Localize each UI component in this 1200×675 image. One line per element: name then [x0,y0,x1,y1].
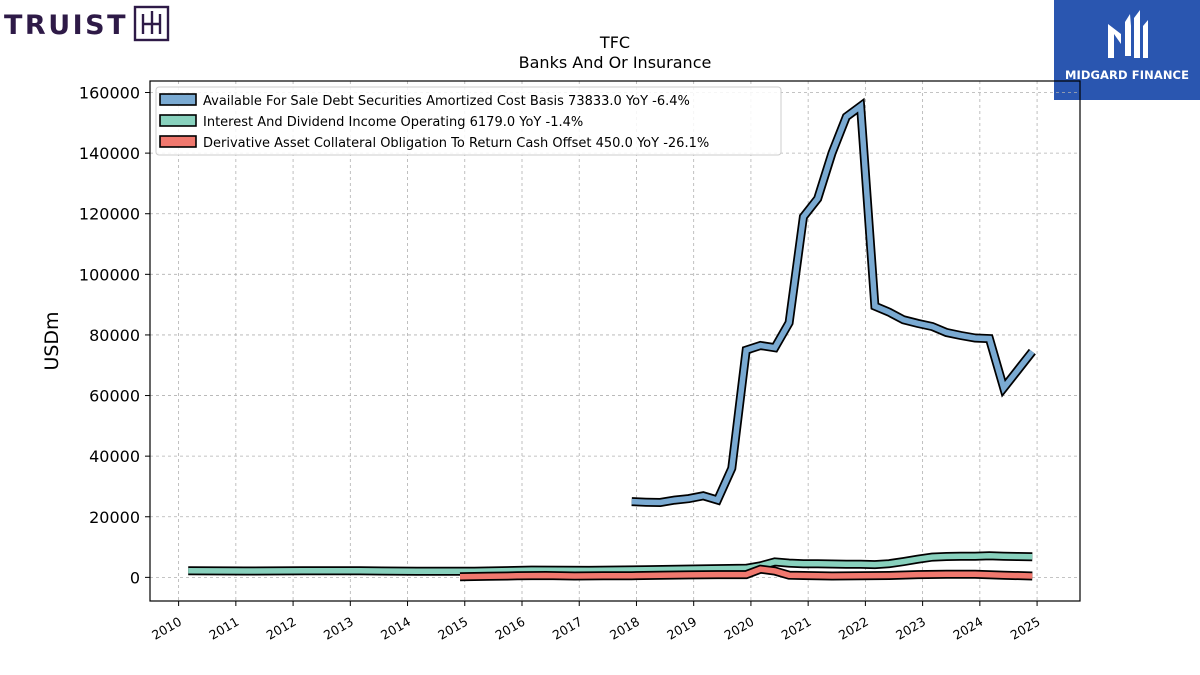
truist-h-icon [133,5,170,42]
x-tick-label: 2016 [493,614,528,643]
x-tick-label: 2019 [664,614,699,643]
series-line-0 [631,101,1035,506]
legend-swatch [159,135,197,148]
x-tick-label: 2014 [378,614,413,643]
x-tick-label: 2023 [893,614,928,643]
x-tick-label: 2017 [550,614,585,643]
y-tick-label: 60000 [89,387,140,406]
truist-logo-text: TRUIST [4,10,128,41]
chart-title: TFC [599,33,630,52]
x-tick-label: 2020 [721,614,756,643]
plot-frame [149,80,1081,602]
legend-label: Derivative Asset Collateral Obligation T… [203,136,709,151]
series-line-1 [188,553,1033,575]
series-line-2 [459,566,1033,580]
chart-grid [150,81,1080,601]
y-tick-label: 160000 [79,84,140,103]
x-tick-label: 2022 [836,614,871,643]
x-tick-label: 2018 [607,614,642,643]
legend: Available For Sale Debt Securities Amort… [155,86,782,156]
y-tick-label: 0 [130,568,140,587]
x-tick-label: 2010 [149,614,184,643]
legend-swatch [159,114,197,127]
y-axis-label: USDm [41,311,63,370]
x-tick-label: 2013 [321,614,356,643]
y-tick-label: 140000 [79,144,140,163]
midgard-logo-text: MIDGARD FINANCE [1064,68,1190,82]
y-tick-label: 20000 [89,508,140,527]
chart-subtitle: Banks And Or Insurance [519,53,712,72]
plot-area [188,97,1036,582]
y-tick-label: 80000 [89,326,140,345]
x-tick-label: 2012 [264,614,299,643]
x-tick-label: 2011 [206,614,241,643]
x-tick-label: 2021 [779,614,814,643]
x-tick-label: 2024 [950,614,985,643]
midgard-finance-logo: MIDGARD FINANCE [1054,0,1200,100]
y-tick-label: 100000 [79,265,140,284]
legend-label: Available For Sale Debt Securities Amort… [203,94,690,109]
midgard-m-icon [1108,10,1148,58]
x-tick-label: 2025 [1008,614,1043,643]
legend-swatch [159,93,197,106]
y-axis: 0 20000 40000 60000 80000 100000 120000 140000 1… [79,84,150,587]
series-outline-0 [631,97,1036,508]
legend-box [155,86,782,156]
truist-logo: TRUIST [4,5,170,42]
legend-label: Interest And Dividend Income Operating 6… [203,115,583,130]
y-tick-label: 120000 [79,205,140,224]
x-axis: 2010 2011 2012 2013 2014 2015 2016 2017 2018 2019… [149,601,1043,643]
y-tick-label: 40000 [89,447,140,466]
x-tick-label: 2015 [435,614,470,643]
